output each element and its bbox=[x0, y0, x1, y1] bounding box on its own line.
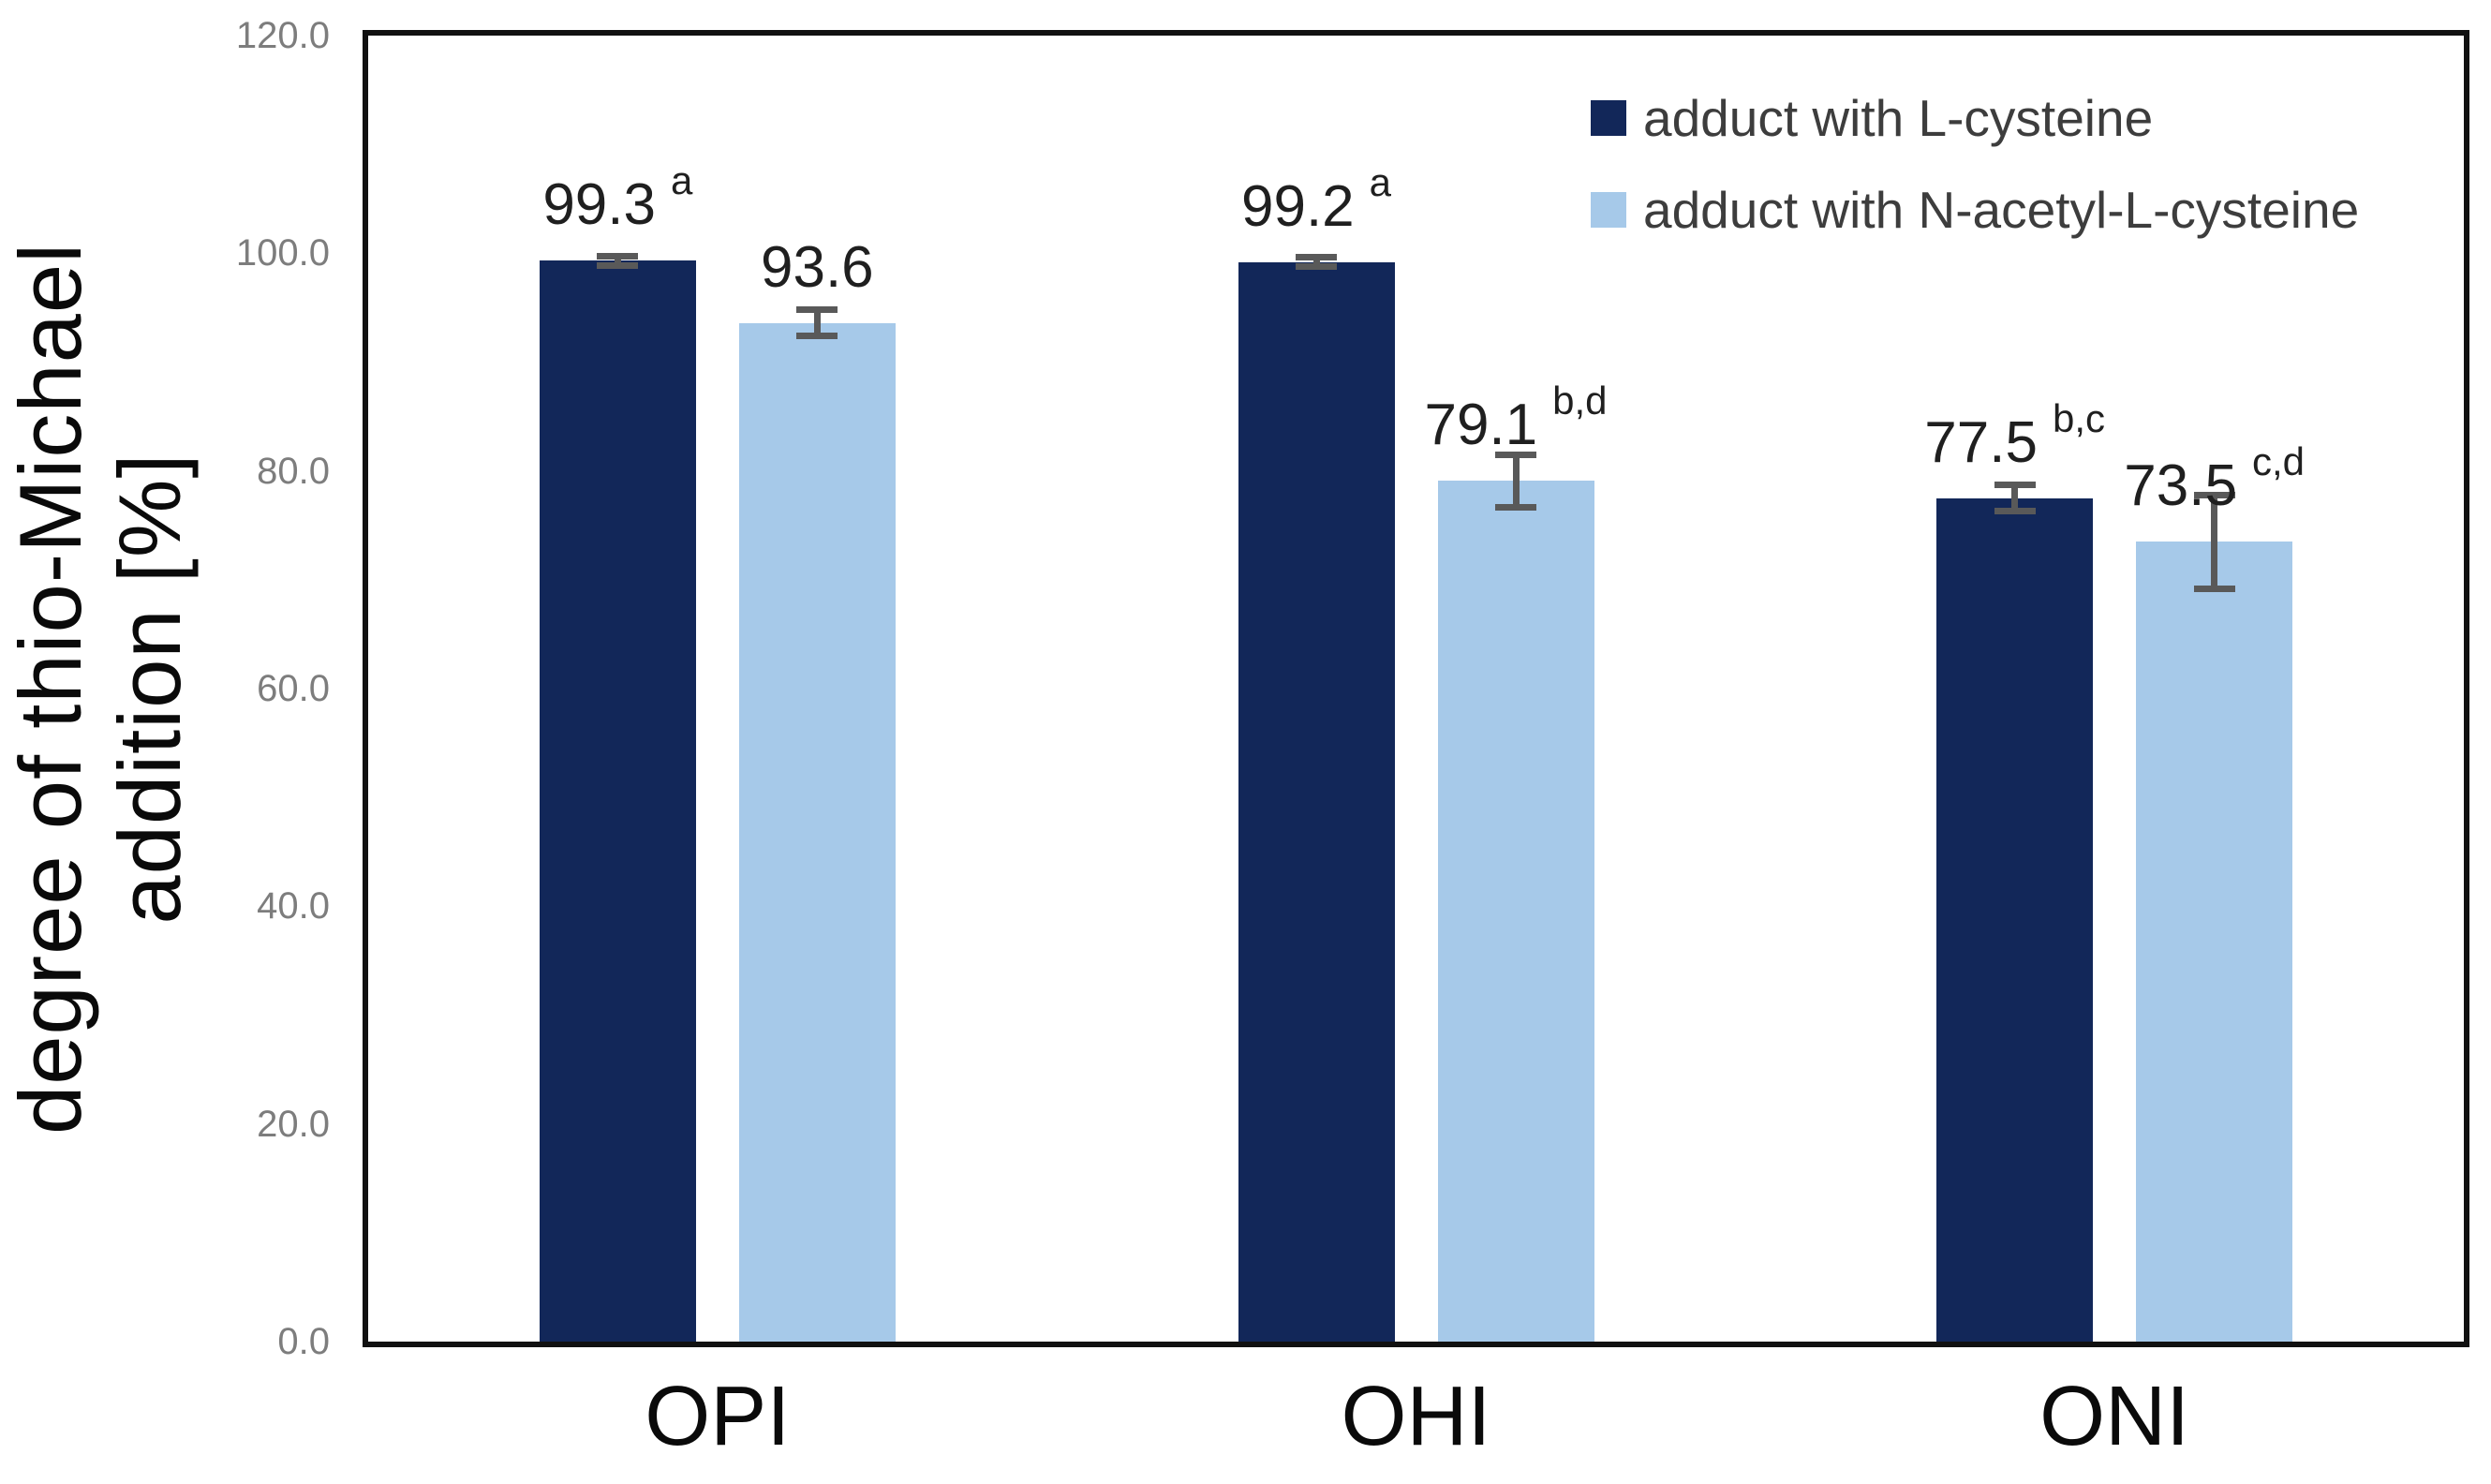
error-bar-OPI-series1 bbox=[614, 256, 621, 266]
legend: adduct with L-cysteine adduct with N-ace… bbox=[1591, 89, 2360, 274]
legend-item-n-acetyl-l-cysteine: adduct with N-acetyl-L-cysteine bbox=[1591, 181, 2360, 239]
bar-OPI-series1 bbox=[539, 260, 696, 1342]
value-label-OHI-series2: 79.1 b,d bbox=[1424, 378, 1607, 466]
y-tick-label-0.0: 0.0 bbox=[277, 1321, 330, 1362]
bar-ONI-series1 bbox=[1936, 497, 2094, 1342]
significance-superscript: b,c bbox=[2052, 395, 2106, 440]
significance-superscript: a bbox=[1369, 159, 1392, 204]
y-tick-label-120.0: 120.0 bbox=[235, 15, 330, 56]
y-tick-label-40.0: 40.0 bbox=[257, 885, 330, 928]
y-tick-label-100.0: 100.0 bbox=[235, 232, 330, 275]
error-cap-top-OHI-series1 bbox=[1296, 254, 1337, 261]
bar-OHI-series2 bbox=[1437, 481, 1594, 1342]
value-text: 79.1 bbox=[1424, 393, 1538, 458]
x-category-label-ONI: ONI bbox=[2039, 1370, 2190, 1463]
y-tick-label-20.0: 20.0 bbox=[257, 1103, 330, 1145]
legend-label-n-acetyl-l-cysteine: adduct with N-acetyl-L-cysteine bbox=[1643, 181, 2360, 239]
value-label-ONI-series2: 73.5 c,d bbox=[2124, 439, 2305, 527]
error-cap-top-ONI-series1 bbox=[1994, 482, 2036, 489]
value-label-ONI-series1: 77.5 b,c bbox=[1924, 396, 2105, 483]
error-bar-OHI-series2 bbox=[1512, 454, 1520, 507]
bar-OPI-series2 bbox=[738, 322, 896, 1342]
bar-OHI-series1 bbox=[1238, 261, 1395, 1342]
error-cap-bottom-OPI-series2 bbox=[796, 333, 838, 340]
x-category-label-OPI: OPI bbox=[645, 1370, 791, 1463]
value-text: 99.2 bbox=[1240, 173, 1355, 239]
y-tick-label-60.0: 60.0 bbox=[257, 668, 330, 709]
error-cap-bottom-ONI-series2 bbox=[2193, 585, 2235, 592]
legend-label-l-cysteine: adduct with L-cysteine bbox=[1643, 89, 2154, 147]
error-cap-bottom-OHI-series1 bbox=[1296, 262, 1337, 270]
error-bar-OPI-series2 bbox=[813, 309, 821, 336]
error-cap-top-ONI-series2 bbox=[2193, 491, 2235, 498]
bar-ONI-series2 bbox=[2136, 542, 2293, 1342]
significance-superscript: b,d bbox=[1552, 378, 1608, 423]
y-tick-label-80.0: 80.0 bbox=[257, 450, 330, 492]
value-label-OHI-series1: 99.2 a bbox=[1240, 160, 1391, 247]
significance-superscript: a bbox=[670, 158, 693, 203]
legend-item-l-cysteine: adduct with L-cysteine bbox=[1591, 89, 2359, 147]
legend-swatch-dark-blue bbox=[1591, 100, 1626, 136]
error-cap-top-OHI-series2 bbox=[1495, 451, 1536, 458]
value-text: 77.5 bbox=[1924, 409, 2038, 475]
value-label-OPI-series1: 99.3 a bbox=[542, 158, 692, 245]
error-cap-top-OPI-series2 bbox=[796, 306, 838, 314]
y-axis-title-line1: degree of thio-Michael bbox=[1, 242, 99, 1135]
error-bar-ONI-series2 bbox=[2211, 495, 2218, 589]
error-cap-top-OPI-series1 bbox=[597, 253, 639, 260]
error-bar-ONI-series1 bbox=[2011, 484, 2019, 512]
legend-swatch-light-blue bbox=[1591, 192, 1626, 228]
x-category-label-OHI: OHI bbox=[1341, 1370, 1491, 1463]
significance-superscript: c,d bbox=[2251, 439, 2306, 484]
value-text: 73.5 bbox=[2124, 453, 2237, 519]
value-text: 99.3 bbox=[542, 172, 656, 238]
error-cap-bottom-OHI-series2 bbox=[1495, 503, 1536, 511]
error-bar-OHI-series1 bbox=[1312, 257, 1320, 267]
value-label-OPI-series2: 93.6 bbox=[761, 233, 874, 303]
error-cap-bottom-OPI-series1 bbox=[597, 261, 639, 269]
error-cap-bottom-ONI-series1 bbox=[1994, 508, 2036, 515]
value-text: 93.6 bbox=[760, 234, 874, 300]
